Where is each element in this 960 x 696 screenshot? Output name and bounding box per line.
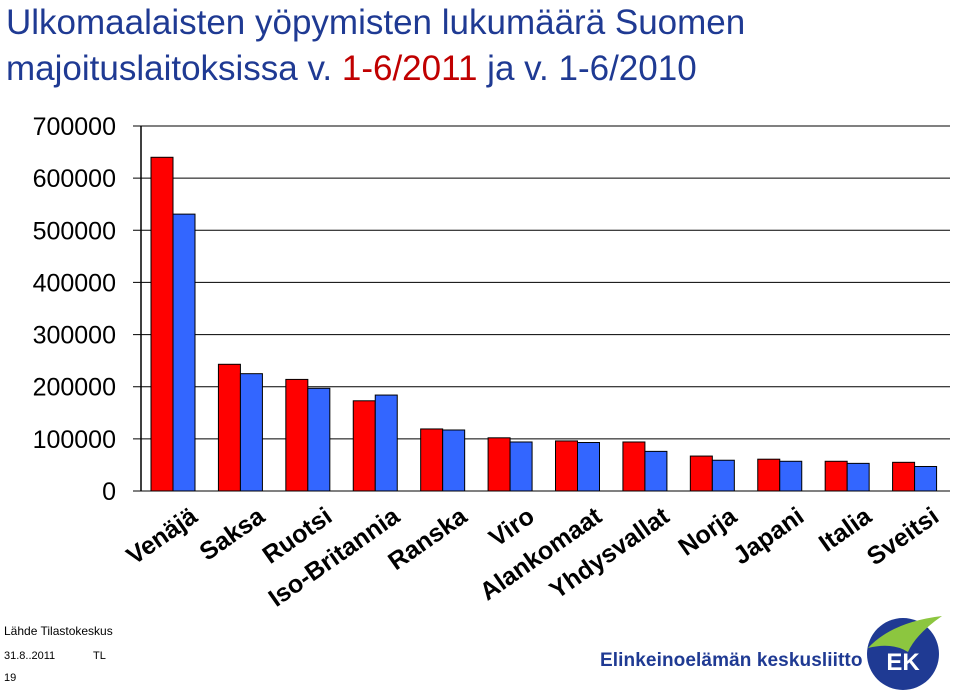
bar bbox=[374, 394, 398, 492]
ek-logo: EK bbox=[867, 616, 942, 690]
bar bbox=[239, 373, 263, 492]
bar bbox=[217, 363, 241, 492]
category-label: Venäjä bbox=[121, 502, 202, 570]
bar bbox=[711, 459, 735, 492]
y-tick-label: 600000 bbox=[33, 165, 116, 193]
bar bbox=[914, 465, 938, 492]
bar bbox=[824, 460, 848, 492]
category-label: Japani bbox=[728, 502, 809, 570]
footer-date: 31.8..2011 bbox=[4, 650, 56, 662]
logo-leaf bbox=[868, 616, 942, 652]
bar bbox=[689, 455, 713, 492]
bar bbox=[285, 378, 309, 492]
title-text-c: ja v. bbox=[477, 49, 559, 88]
page-number: 19 bbox=[4, 672, 17, 684]
title-line-1: Ulkomaalaisten yöpymisten lukumäärä Suom… bbox=[6, 3, 746, 42]
bar bbox=[622, 441, 646, 492]
category-label: Sveitsi bbox=[862, 502, 944, 571]
y-tick-label: 400000 bbox=[33, 269, 116, 297]
category-label: Saksa bbox=[195, 501, 271, 566]
category-label: Ranska bbox=[383, 501, 473, 576]
chart-title: Ulkomaalaisten yöpymisten lukumäärä Suom… bbox=[6, 0, 956, 92]
title-text-a: majoituslaitoksissa v. bbox=[6, 49, 342, 88]
title-line-2: majoituslaitoksissa v. 1-6/2011 ja v. 1-… bbox=[6, 46, 956, 92]
y-tick-label: 700000 bbox=[33, 113, 116, 141]
bar bbox=[509, 441, 533, 492]
y-tick-label: 100000 bbox=[33, 426, 116, 454]
bar bbox=[172, 213, 196, 492]
source-note: Lähde Tilastokeskus bbox=[4, 624, 113, 638]
bar bbox=[779, 460, 803, 492]
y-tick-label: 500000 bbox=[33, 217, 116, 245]
bar bbox=[487, 437, 511, 492]
footer-initials: TL bbox=[93, 650, 106, 662]
organization-name: Elinkeinoelämän keskusliitto bbox=[600, 650, 863, 671]
bar bbox=[150, 156, 174, 492]
bar bbox=[352, 400, 376, 492]
title-period-2011: 1-6/2011 bbox=[341, 49, 478, 88]
y-tick-label: 200000 bbox=[33, 374, 116, 402]
bar bbox=[846, 462, 870, 492]
bar bbox=[577, 442, 600, 492]
bar bbox=[442, 429, 466, 492]
bar bbox=[555, 440, 578, 492]
title-period-2010: 1-6/2010 bbox=[558, 49, 697, 88]
logo-text: EK bbox=[886, 649, 920, 676]
bar bbox=[757, 458, 781, 492]
bar bbox=[892, 461, 916, 492]
y-tick-label: 300000 bbox=[33, 322, 116, 350]
bar bbox=[307, 387, 331, 492]
bar bbox=[644, 450, 668, 492]
y-tick-label: 0 bbox=[102, 478, 116, 506]
bar bbox=[420, 428, 444, 492]
